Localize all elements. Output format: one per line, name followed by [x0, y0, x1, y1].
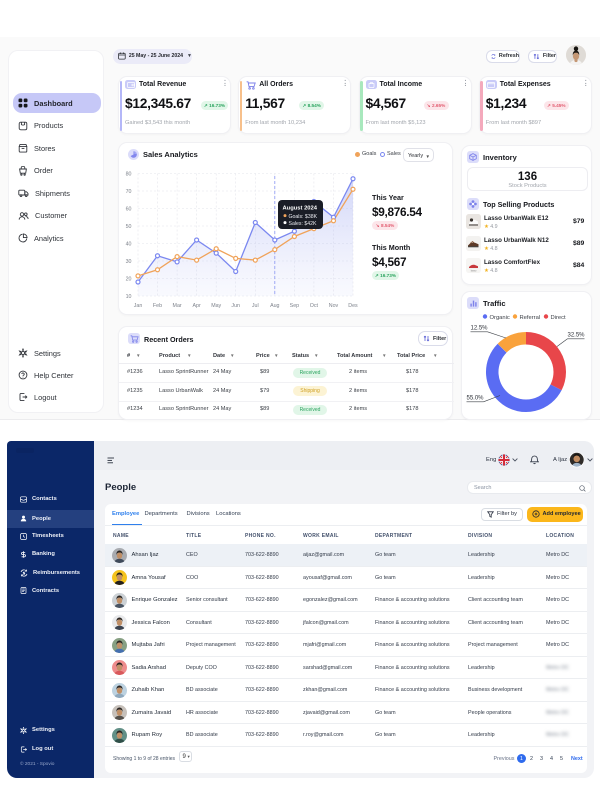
svg-text:Aug: Aug [270, 303, 279, 309]
svg-text:May: May [211, 303, 221, 309]
svg-text:Mar: Mar [173, 303, 182, 309]
svg-text:50: 50 [126, 224, 132, 230]
svg-text:60: 60 [126, 207, 132, 213]
svg-text:Jul: Jul [252, 303, 259, 309]
svg-text:Organic: Organic [490, 315, 510, 321]
svg-text:Goals: $38K: Goals: $38K [289, 214, 318, 220]
svg-text:lasso: lasso [471, 270, 477, 273]
svg-text:Sales: $42K: Sales: $42K [289, 221, 318, 227]
svg-text:Sep: Sep [290, 303, 299, 309]
svg-text:32.5%: 32.5% [568, 333, 586, 339]
svg-text:Nov: Nov [329, 303, 339, 309]
svg-text:80: 80 [126, 172, 132, 178]
svg-text:12.5%: 12.5% [471, 326, 489, 332]
svg-text:Des: Des [348, 303, 358, 309]
svg-text:70: 70 [126, 189, 132, 195]
svg-text:Jan: Jan [134, 303, 143, 309]
svg-text:Oct: Oct [310, 303, 319, 309]
svg-text:Feb: Feb [153, 303, 162, 309]
svg-text:10: 10 [126, 294, 132, 300]
svg-text:20: 20 [126, 277, 132, 283]
svg-text:Referral: Referral [520, 315, 541, 321]
svg-text:30: 30 [126, 259, 132, 265]
svg-text:Direct: Direct [551, 315, 567, 321]
svg-text:55.0%: 55.0% [467, 396, 485, 402]
svg-text:Jun: Jun [231, 303, 240, 309]
svg-text:Apr: Apr [192, 303, 200, 309]
svg-text:40: 40 [126, 242, 132, 248]
svg-text:August 2024: August 2024 [283, 206, 318, 212]
